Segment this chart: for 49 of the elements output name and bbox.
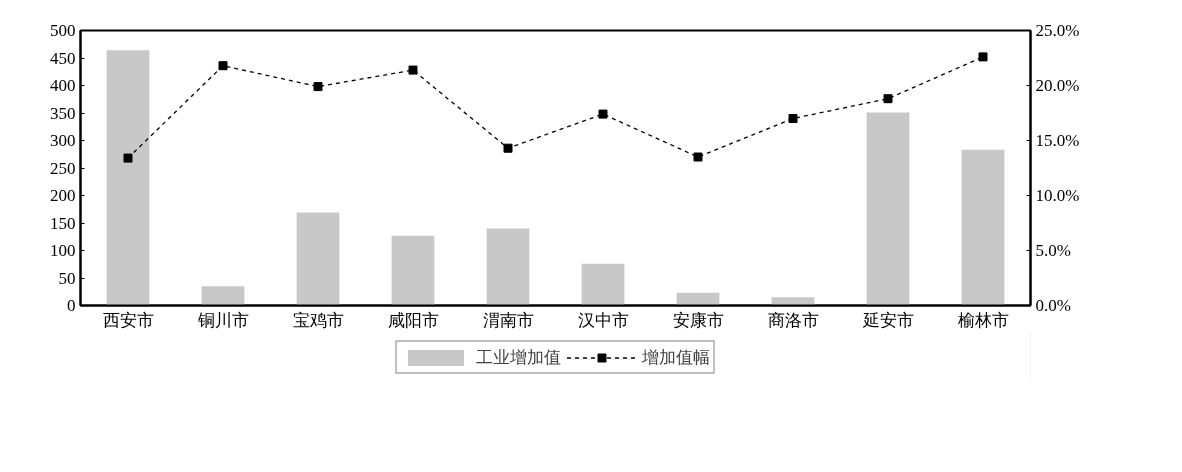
bar (106, 50, 150, 306)
legend-label: 增加值幅 (641, 346, 710, 369)
y-tick-label: 300 (50, 131, 76, 150)
point (598, 109, 608, 119)
x-tick-label: 西安市 (102, 310, 154, 330)
bar (961, 149, 1005, 306)
y-tick-label: 250 (50, 158, 76, 178)
y-tick-label: 150 (50, 213, 76, 233)
y2-tick-label: 0.0% (1035, 296, 1071, 315)
bar (866, 112, 910, 306)
y-tick-label: 50 (58, 268, 76, 288)
x-tick-label: 榆林市 (957, 310, 1009, 330)
y2-tick-label: 5.0% (1035, 241, 1071, 260)
y2-tick-label: 20.0% (1035, 76, 1080, 95)
x-tick-label: 安康市 (672, 310, 724, 330)
x-tick-label: 宝鸡市 (292, 310, 344, 330)
point (313, 82, 323, 92)
y2-tick-label: 25.0% (1035, 21, 1080, 40)
x-tick-label: 铜川市 (196, 310, 249, 330)
bar (486, 228, 530, 306)
point (408, 65, 418, 75)
y-tick-label: 200 (50, 186, 76, 205)
y2-tick-label: 10.0% (1035, 186, 1080, 205)
point (503, 143, 513, 153)
x-tick-label: 延安市 (861, 310, 914, 330)
x-tick-label: 商洛市 (767, 310, 819, 330)
y-tick-label: 500 (50, 21, 76, 40)
point (123, 153, 133, 163)
x-tick-label: 渭南市 (482, 310, 534, 330)
point (788, 114, 798, 123)
legend-label: 工业增加值 (475, 346, 561, 369)
bar (201, 286, 245, 306)
y-tick-label: 400 (50, 76, 76, 95)
bar (676, 292, 720, 306)
y-tick-label: 350 (50, 103, 76, 123)
bar (296, 212, 340, 306)
point (693, 152, 703, 162)
point (883, 94, 893, 104)
point (978, 52, 988, 62)
y-tick-label: 100 (50, 241, 76, 260)
bar (391, 235, 435, 306)
x-tick-label: 汉中市 (577, 310, 629, 330)
y-tick-label: 0 (67, 296, 76, 315)
bar (771, 297, 815, 306)
point (218, 61, 228, 71)
y2-tick-label: 15.0% (1035, 131, 1080, 150)
x-tick-label: 咸阳市 (387, 310, 439, 330)
bar (581, 263, 625, 306)
y-tick-label: 450 (50, 48, 76, 68)
